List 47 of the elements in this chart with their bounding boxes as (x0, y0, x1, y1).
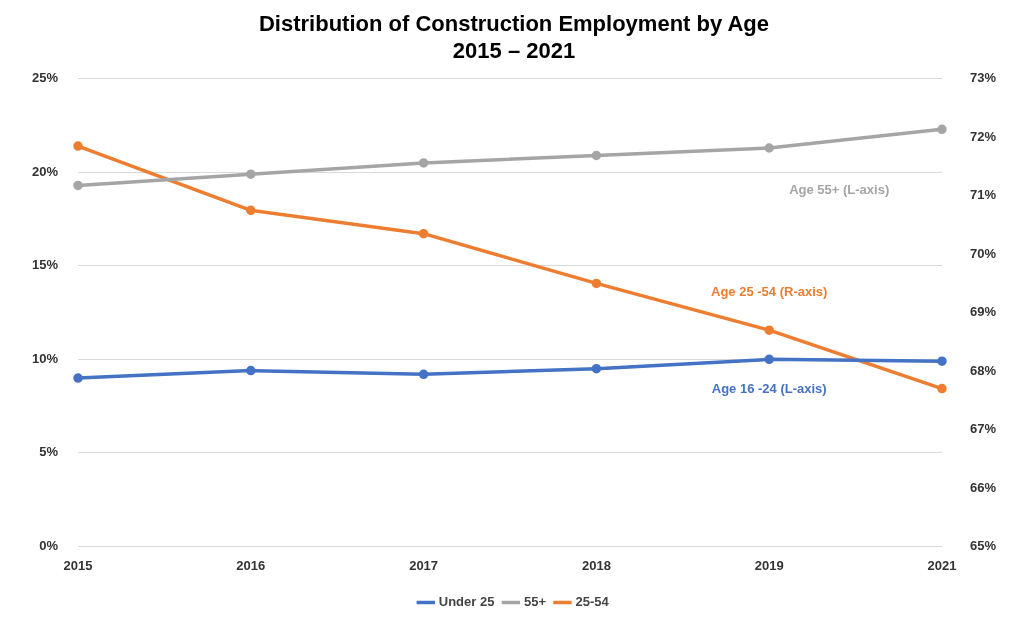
y2-tick-label: 72% (969, 128, 997, 144)
point (591, 363, 602, 374)
y2-tick-label: 70% (969, 245, 997, 261)
point (591, 150, 602, 161)
point (246, 169, 256, 179)
y2-tick-label: 71% (969, 187, 997, 203)
y-tick-label: 10% (31, 350, 59, 366)
legend-label: 55+ (523, 594, 547, 610)
legend-label: Under 25 (438, 594, 495, 610)
y2-tick-label: 66% (969, 479, 997, 495)
chart-subtitle: 2015 – 2021 (452, 37, 576, 63)
y2-tick-label: 69% (969, 304, 997, 320)
x-tick-label: 2016 (236, 557, 266, 573)
point (73, 141, 83, 151)
point (764, 325, 774, 335)
x-tick-label: 2019 (754, 557, 784, 573)
point (246, 205, 256, 216)
y2-tick-label: 68% (969, 362, 997, 378)
point (937, 356, 947, 366)
point (246, 365, 256, 376)
annotation: Age 16 -24 (L-axis) (711, 380, 827, 396)
x-tick-label: 2017 (409, 557, 439, 573)
y-tick-label: 0% (39, 537, 59, 553)
y-tick-label: 25% (31, 70, 59, 86)
x-tick-label: 2021 (927, 557, 957, 573)
point (418, 228, 429, 239)
y2-tick-label: 67% (969, 421, 997, 437)
point (764, 143, 774, 153)
x-tick-label: 2018 (581, 557, 611, 573)
point (73, 373, 83, 383)
legend-label: 25-54 (575, 594, 610, 610)
y-tick-label: 15% (31, 257, 59, 273)
point (418, 369, 429, 380)
annotation: Age 55+ (L-axis) (789, 181, 890, 197)
point (73, 180, 83, 191)
x-tick-label: 2015 (63, 557, 93, 573)
y-tick-label: 5% (39, 444, 59, 460)
point (937, 383, 947, 394)
point (591, 278, 602, 289)
point (937, 124, 947, 135)
y2-tick-label: 73% (969, 70, 997, 86)
y2-tick-label: 65% (969, 537, 997, 553)
y-tick-label: 20% (31, 163, 59, 179)
annotation: Age 25 -54 (R-axis) (711, 283, 828, 299)
point (764, 354, 774, 365)
point (418, 158, 429, 168)
chart-title: Distribution of Construction Employment by Age (258, 11, 770, 37)
